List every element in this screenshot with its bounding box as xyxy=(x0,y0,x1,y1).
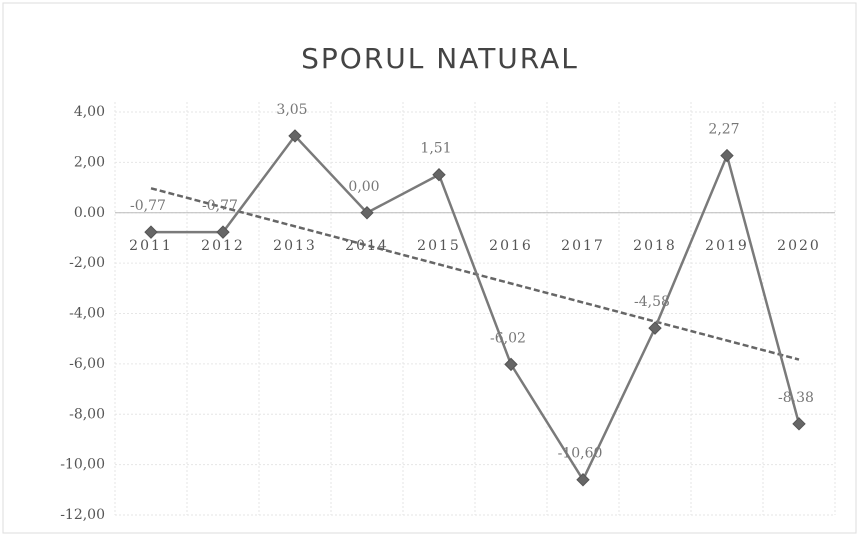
y-tick-label: 4,00 xyxy=(74,104,105,120)
x-tick-label: 2016 xyxy=(489,238,533,254)
y-tick-label: 2,00 xyxy=(74,154,105,170)
point xyxy=(144,225,158,239)
value-label: 2,27 xyxy=(708,122,739,138)
point xyxy=(792,417,806,431)
point xyxy=(288,129,302,143)
trendline xyxy=(150,187,800,361)
value-label: -10,60 xyxy=(558,446,603,462)
point xyxy=(360,206,374,220)
value-label: 0,00 xyxy=(348,179,379,195)
y-tick-label: -4,00 xyxy=(69,306,105,322)
x-tick-label: 2017 xyxy=(561,238,605,254)
y-tick-label: -2,00 xyxy=(69,255,105,271)
y-tick-label: 0.00 xyxy=(74,205,105,221)
x-tick-label: 2019 xyxy=(705,238,749,254)
point xyxy=(720,148,734,163)
x-tick-label: 2018 xyxy=(633,238,677,254)
x-tick-label: 2020 xyxy=(777,238,821,254)
y-tick-label: -10,00 xyxy=(60,457,105,473)
x-tick-label: 2015 xyxy=(417,238,461,254)
x-tick-label: 2012 xyxy=(201,238,245,254)
point xyxy=(576,473,590,487)
point xyxy=(648,321,662,335)
y-tick-label: -12,00 xyxy=(60,507,105,523)
series-line xyxy=(151,133,801,483)
value-label: -4,58 xyxy=(634,294,670,310)
chart-title: SPORUL NATURAL xyxy=(301,42,579,75)
value-label: -8,38 xyxy=(778,390,814,406)
point xyxy=(432,168,446,182)
value-label: -0,77 xyxy=(202,198,238,214)
value-label: -0,77 xyxy=(130,198,166,214)
value-label: 1,51 xyxy=(420,141,451,157)
point xyxy=(504,357,518,372)
point xyxy=(216,225,230,239)
y-tick-label: -6,00 xyxy=(69,356,105,372)
value-label: 3,05 xyxy=(276,102,307,118)
x-tick-label: 2011 xyxy=(129,238,173,254)
x-tick-label: 2013 xyxy=(273,238,317,254)
value-label: -6,02 xyxy=(490,330,526,346)
y-tick-label: -8,00 xyxy=(69,406,105,422)
